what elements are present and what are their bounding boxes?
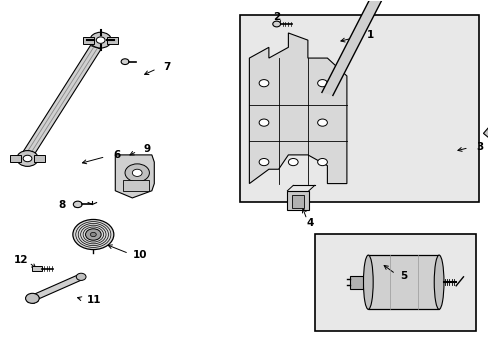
Circle shape <box>317 158 327 166</box>
Text: 9: 9 <box>143 144 151 154</box>
Text: 10: 10 <box>132 250 146 260</box>
Text: 11: 11 <box>86 295 101 305</box>
Circle shape <box>317 80 327 87</box>
Bar <box>287 191 308 211</box>
Polygon shape <box>22 45 101 157</box>
Circle shape <box>259 119 268 126</box>
Circle shape <box>23 155 32 162</box>
Circle shape <box>259 80 268 87</box>
Bar <box>315 234 475 330</box>
Bar <box>239 15 478 202</box>
Bar <box>107 37 118 44</box>
Circle shape <box>125 164 149 182</box>
Text: 1: 1 <box>366 31 373 40</box>
Circle shape <box>288 158 298 166</box>
Circle shape <box>259 158 268 166</box>
Circle shape <box>317 119 327 126</box>
Circle shape <box>85 229 101 240</box>
Polygon shape <box>483 108 488 151</box>
Circle shape <box>73 220 114 249</box>
Bar <box>34 155 45 162</box>
Circle shape <box>121 59 129 64</box>
Circle shape <box>73 201 82 208</box>
Circle shape <box>272 21 280 27</box>
Circle shape <box>76 273 86 280</box>
Polygon shape <box>30 274 83 301</box>
Text: 4: 4 <box>306 218 313 228</box>
Ellipse shape <box>363 255 372 309</box>
Bar <box>10 155 20 162</box>
Circle shape <box>132 169 142 176</box>
Text: 7: 7 <box>163 62 170 72</box>
Circle shape <box>25 293 39 303</box>
Bar <box>292 195 304 208</box>
Circle shape <box>90 32 111 48</box>
Text: 2: 2 <box>273 12 280 22</box>
Circle shape <box>17 150 38 166</box>
Bar <box>367 255 438 309</box>
Circle shape <box>90 232 96 237</box>
Circle shape <box>96 37 105 43</box>
Text: 3: 3 <box>476 141 483 152</box>
Polygon shape <box>122 180 149 191</box>
Text: 8: 8 <box>58 200 65 210</box>
Text: 5: 5 <box>400 271 407 282</box>
Bar <box>83 37 94 44</box>
Bar <box>349 276 363 289</box>
Text: 6: 6 <box>113 150 121 161</box>
Text: 12: 12 <box>14 255 28 265</box>
Polygon shape <box>249 33 346 184</box>
Ellipse shape <box>433 255 443 309</box>
Polygon shape <box>115 155 154 198</box>
Polygon shape <box>32 266 42 271</box>
Polygon shape <box>321 0 415 95</box>
